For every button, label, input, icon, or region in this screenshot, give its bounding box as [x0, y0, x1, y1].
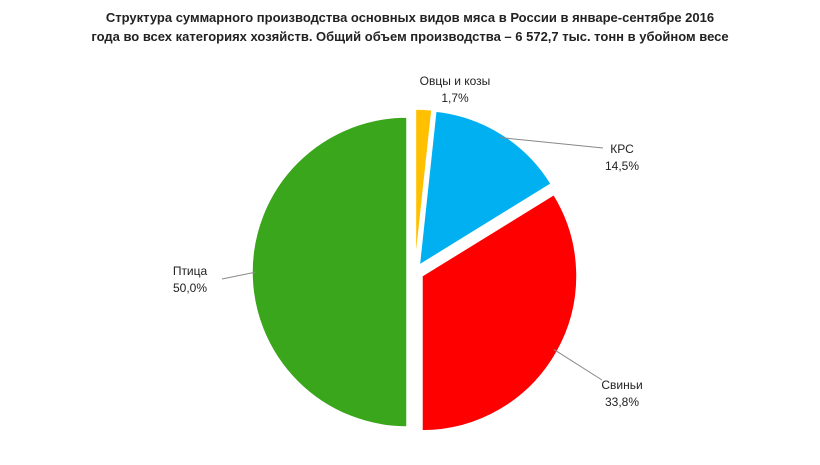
pie-slice	[251, 116, 408, 428]
value-label: 33,8%	[605, 395, 639, 409]
leader-line	[499, 136, 604, 149]
leader-line	[221, 271, 257, 280]
slice-label: Птица	[173, 264, 208, 278]
chart-title: Структура суммарного производства основн…	[91, 10, 729, 44]
value-label: 14,5%	[605, 159, 639, 173]
value-label: 1,7%	[441, 91, 469, 105]
slice-label: КРС	[610, 142, 634, 156]
pie-slice	[418, 110, 553, 267]
pie-slice	[414, 108, 433, 265]
leader-line	[553, 349, 603, 381]
value-label: 50,0%	[173, 281, 207, 295]
slice-label: Свиньи	[601, 378, 642, 392]
slice-label: Овцы и козы	[420, 74, 491, 88]
